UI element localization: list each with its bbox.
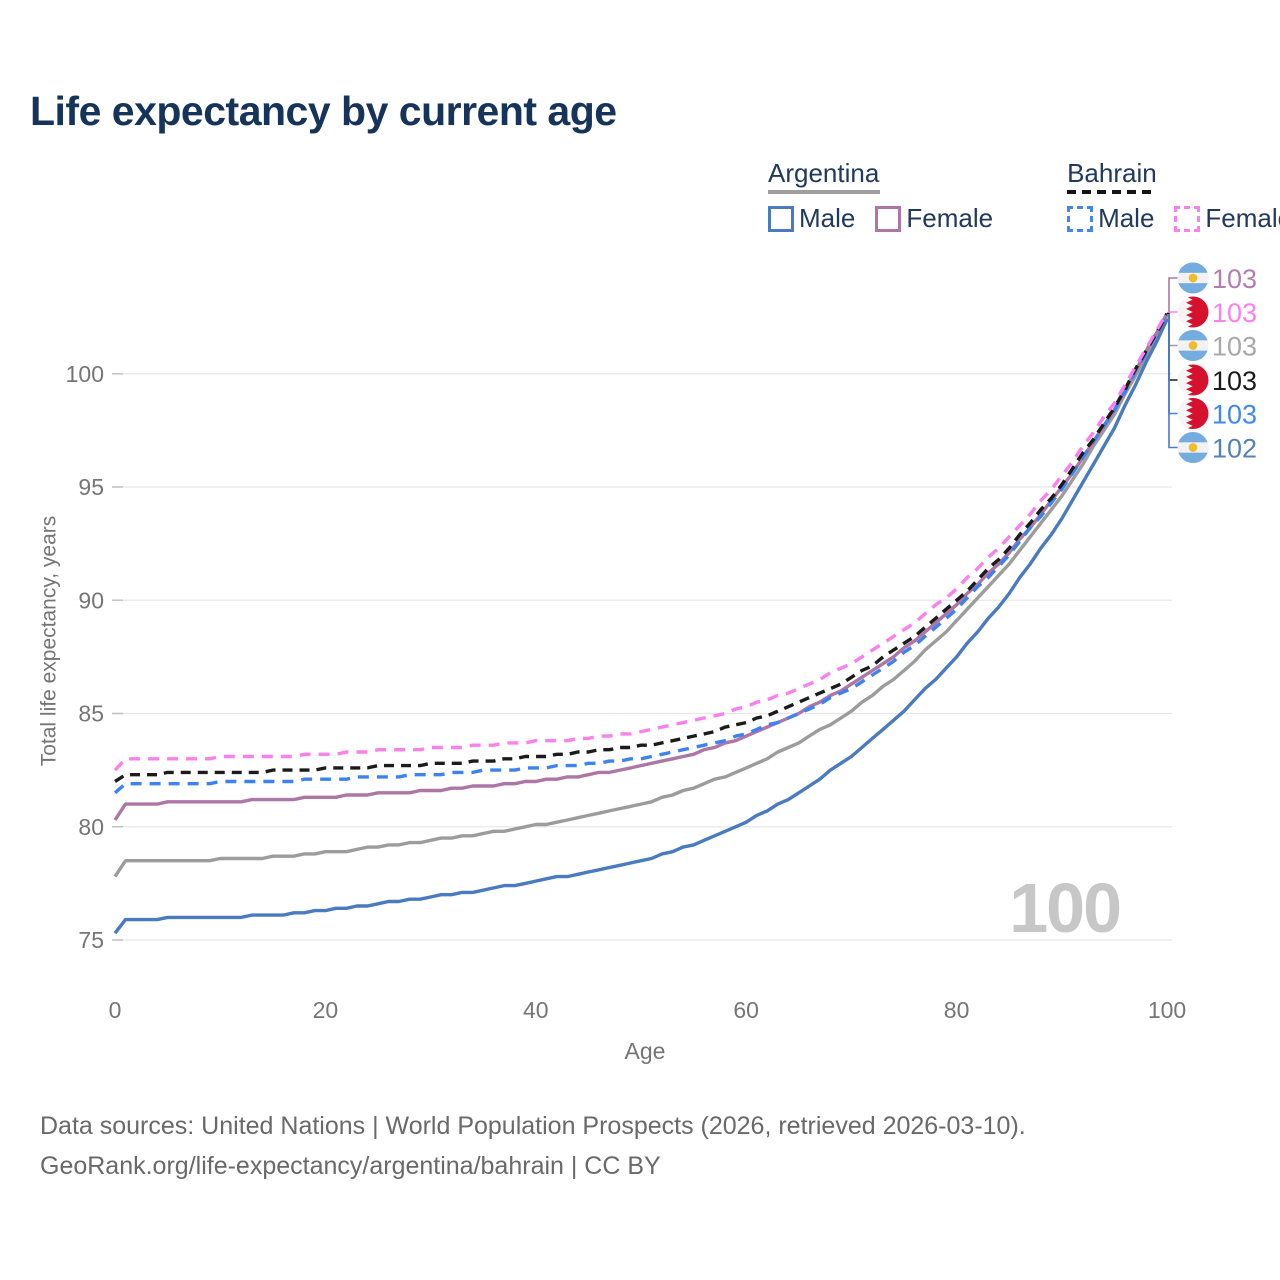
argentina-flag-icon (1177, 432, 1209, 463)
connector-argentina-male (1167, 318, 1178, 449)
y-tick-100: 100 (66, 361, 104, 387)
line-bahrain-female (113, 311, 1169, 772)
age-counter-watermark: 100 (1009, 869, 1122, 947)
y-tick-80: 80 (78, 814, 104, 840)
y-axis-title: Total life expectancy, years (38, 516, 61, 767)
y-tick-95: 95 (78, 474, 104, 500)
y-tick-90: 90 (78, 587, 104, 613)
bahrain-male-swatch-icon (1067, 205, 1094, 232)
x-axis-ticks: 0 20 40 60 80 100 (109, 997, 1187, 1023)
x-axis-title: Age (625, 1038, 666, 1064)
bahrain-flag-icon (1177, 296, 1209, 328)
legend-group-bahrain: Bahrain Male Female (1067, 158, 1280, 234)
end-label-bahrain-male: 103 (1212, 400, 1257, 430)
argentina-female-swatch-icon (875, 205, 902, 232)
legend-header-bahrain: Bahrain (1067, 158, 1157, 188)
y-tick-75: 75 (78, 927, 104, 953)
end-label-connectors (1167, 277, 1178, 449)
legend-item-bahrain-female[interactable]: Female (1174, 203, 1280, 234)
legend-item-argentina-female[interactable]: Female (875, 203, 993, 234)
x-tick-0: 0 (109, 997, 122, 1023)
legend-header-argentina: Argentina (768, 158, 880, 188)
end-label-bahrain-female: 103 (1212, 298, 1257, 328)
x-tick-100: 100 (1148, 997, 1186, 1023)
x-tick-80: 80 (944, 997, 970, 1023)
gridlines (112, 372, 1172, 941)
footer: Data sources: United Nations | World Pop… (40, 1106, 1026, 1186)
footer-data-sources: Data sources: United Nations | World Pop… (40, 1112, 1026, 1140)
line-argentina-both-sexes (113, 315, 1169, 878)
bahrain-flag-icon (1177, 398, 1209, 429)
bahrain-dashed-line-swatch (1067, 190, 1152, 194)
argentina-flag-icon (1177, 262, 1209, 294)
chart-legend: Argentina Male Female Bahrain Male (768, 158, 1280, 234)
line-bahrain-male (113, 314, 1169, 795)
end-label-argentina-both-sexes: 103 (1212, 332, 1257, 362)
x-tick-60: 60 (733, 997, 759, 1023)
x-tick-40: 40 (523, 997, 549, 1023)
page-title: Life expectancy by current age (30, 88, 617, 134)
argentina-solid-line-swatch (768, 190, 880, 194)
bahrain-female-swatch-icon (1174, 205, 1201, 232)
end-labels: 103 103 103 103 103 102 (1212, 264, 1257, 464)
connector-argentina-female (1167, 277, 1178, 315)
y-tick-85: 85 (78, 701, 104, 727)
argentina-flag-icon (1177, 330, 1209, 361)
line-bahrain-both-sexes (114, 312, 1169, 783)
y-axis-ticks: 75 80 85 90 95 100 (66, 361, 104, 953)
connector-bahrain-female (1167, 311, 1178, 314)
series-lines (113, 311, 1169, 935)
end-label-bahrain-both-sexes: 103 (1212, 366, 1257, 396)
legend-item-argentina-male[interactable]: Male (768, 203, 855, 234)
argentina-male-swatch-icon (768, 205, 794, 232)
line-argentina-female (113, 312, 1169, 821)
end-label-argentina-female: 103 (1212, 264, 1257, 294)
end-label-argentina-male: 102 (1212, 434, 1257, 464)
footer-attribution-link[interactable]: GeoRank.org/life-expectancy/argentina/ba… (40, 1152, 661, 1180)
x-tick-20: 20 (313, 997, 339, 1023)
line-argentina-male (113, 318, 1169, 935)
bahrain-flag-icon (1177, 364, 1209, 396)
legend-item-bahrain-male[interactable]: Male (1067, 203, 1154, 234)
legend-group-argentina: Argentina Male Female (768, 158, 993, 234)
